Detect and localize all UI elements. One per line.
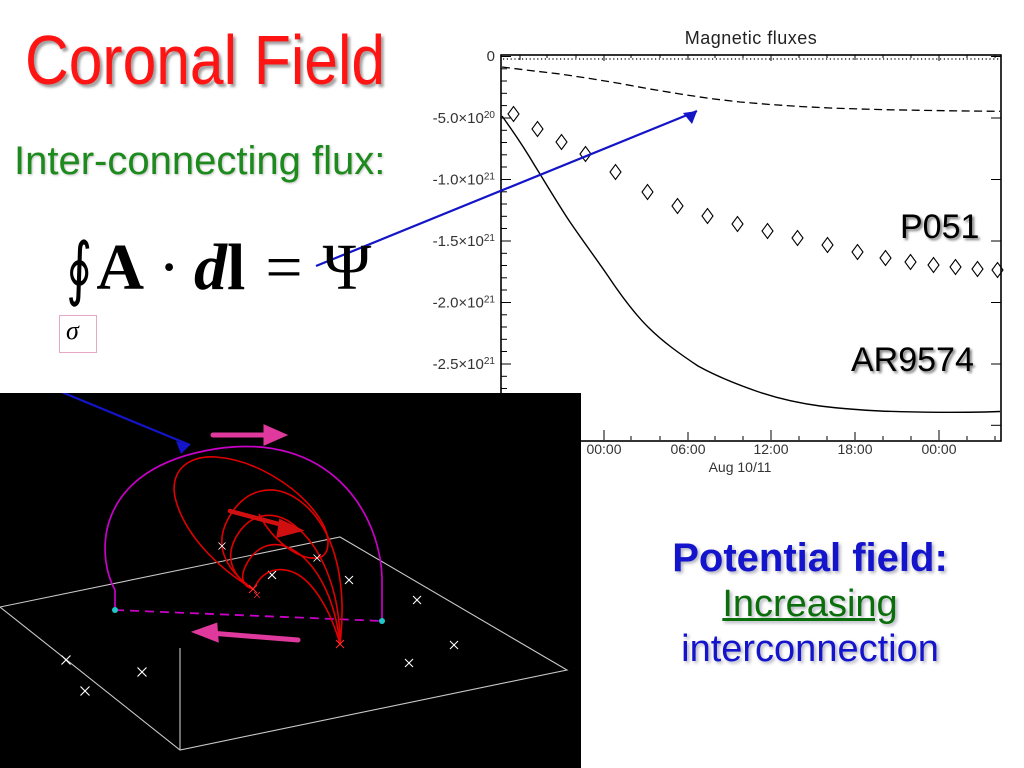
svg-text:-5.0×1020: -5.0×1020 (433, 110, 496, 128)
svg-text:AR9574: AR9574 (851, 341, 974, 379)
svg-text:12:00: 12:00 (753, 441, 788, 457)
svg-text:-2.0×1021: -2.0×1021 (433, 294, 496, 312)
svg-text:0: 0 (487, 48, 495, 65)
svg-text:-1.5×1021: -1.5×1021 (433, 233, 496, 251)
svg-text:P051: P051 (900, 208, 979, 246)
svg-text:18:00: 18:00 (837, 441, 872, 457)
svg-text:Aug 10/11: Aug 10/11 (709, 459, 772, 475)
svg-text:06:00: 06:00 (670, 441, 705, 457)
svg-text:-2.5×1021: -2.5×1021 (433, 356, 496, 374)
svg-text:00:00: 00:00 (921, 441, 956, 457)
svg-text:00:00: 00:00 (586, 441, 621, 457)
svg-text:-1.0×1021: -1.0×1021 (433, 171, 496, 189)
